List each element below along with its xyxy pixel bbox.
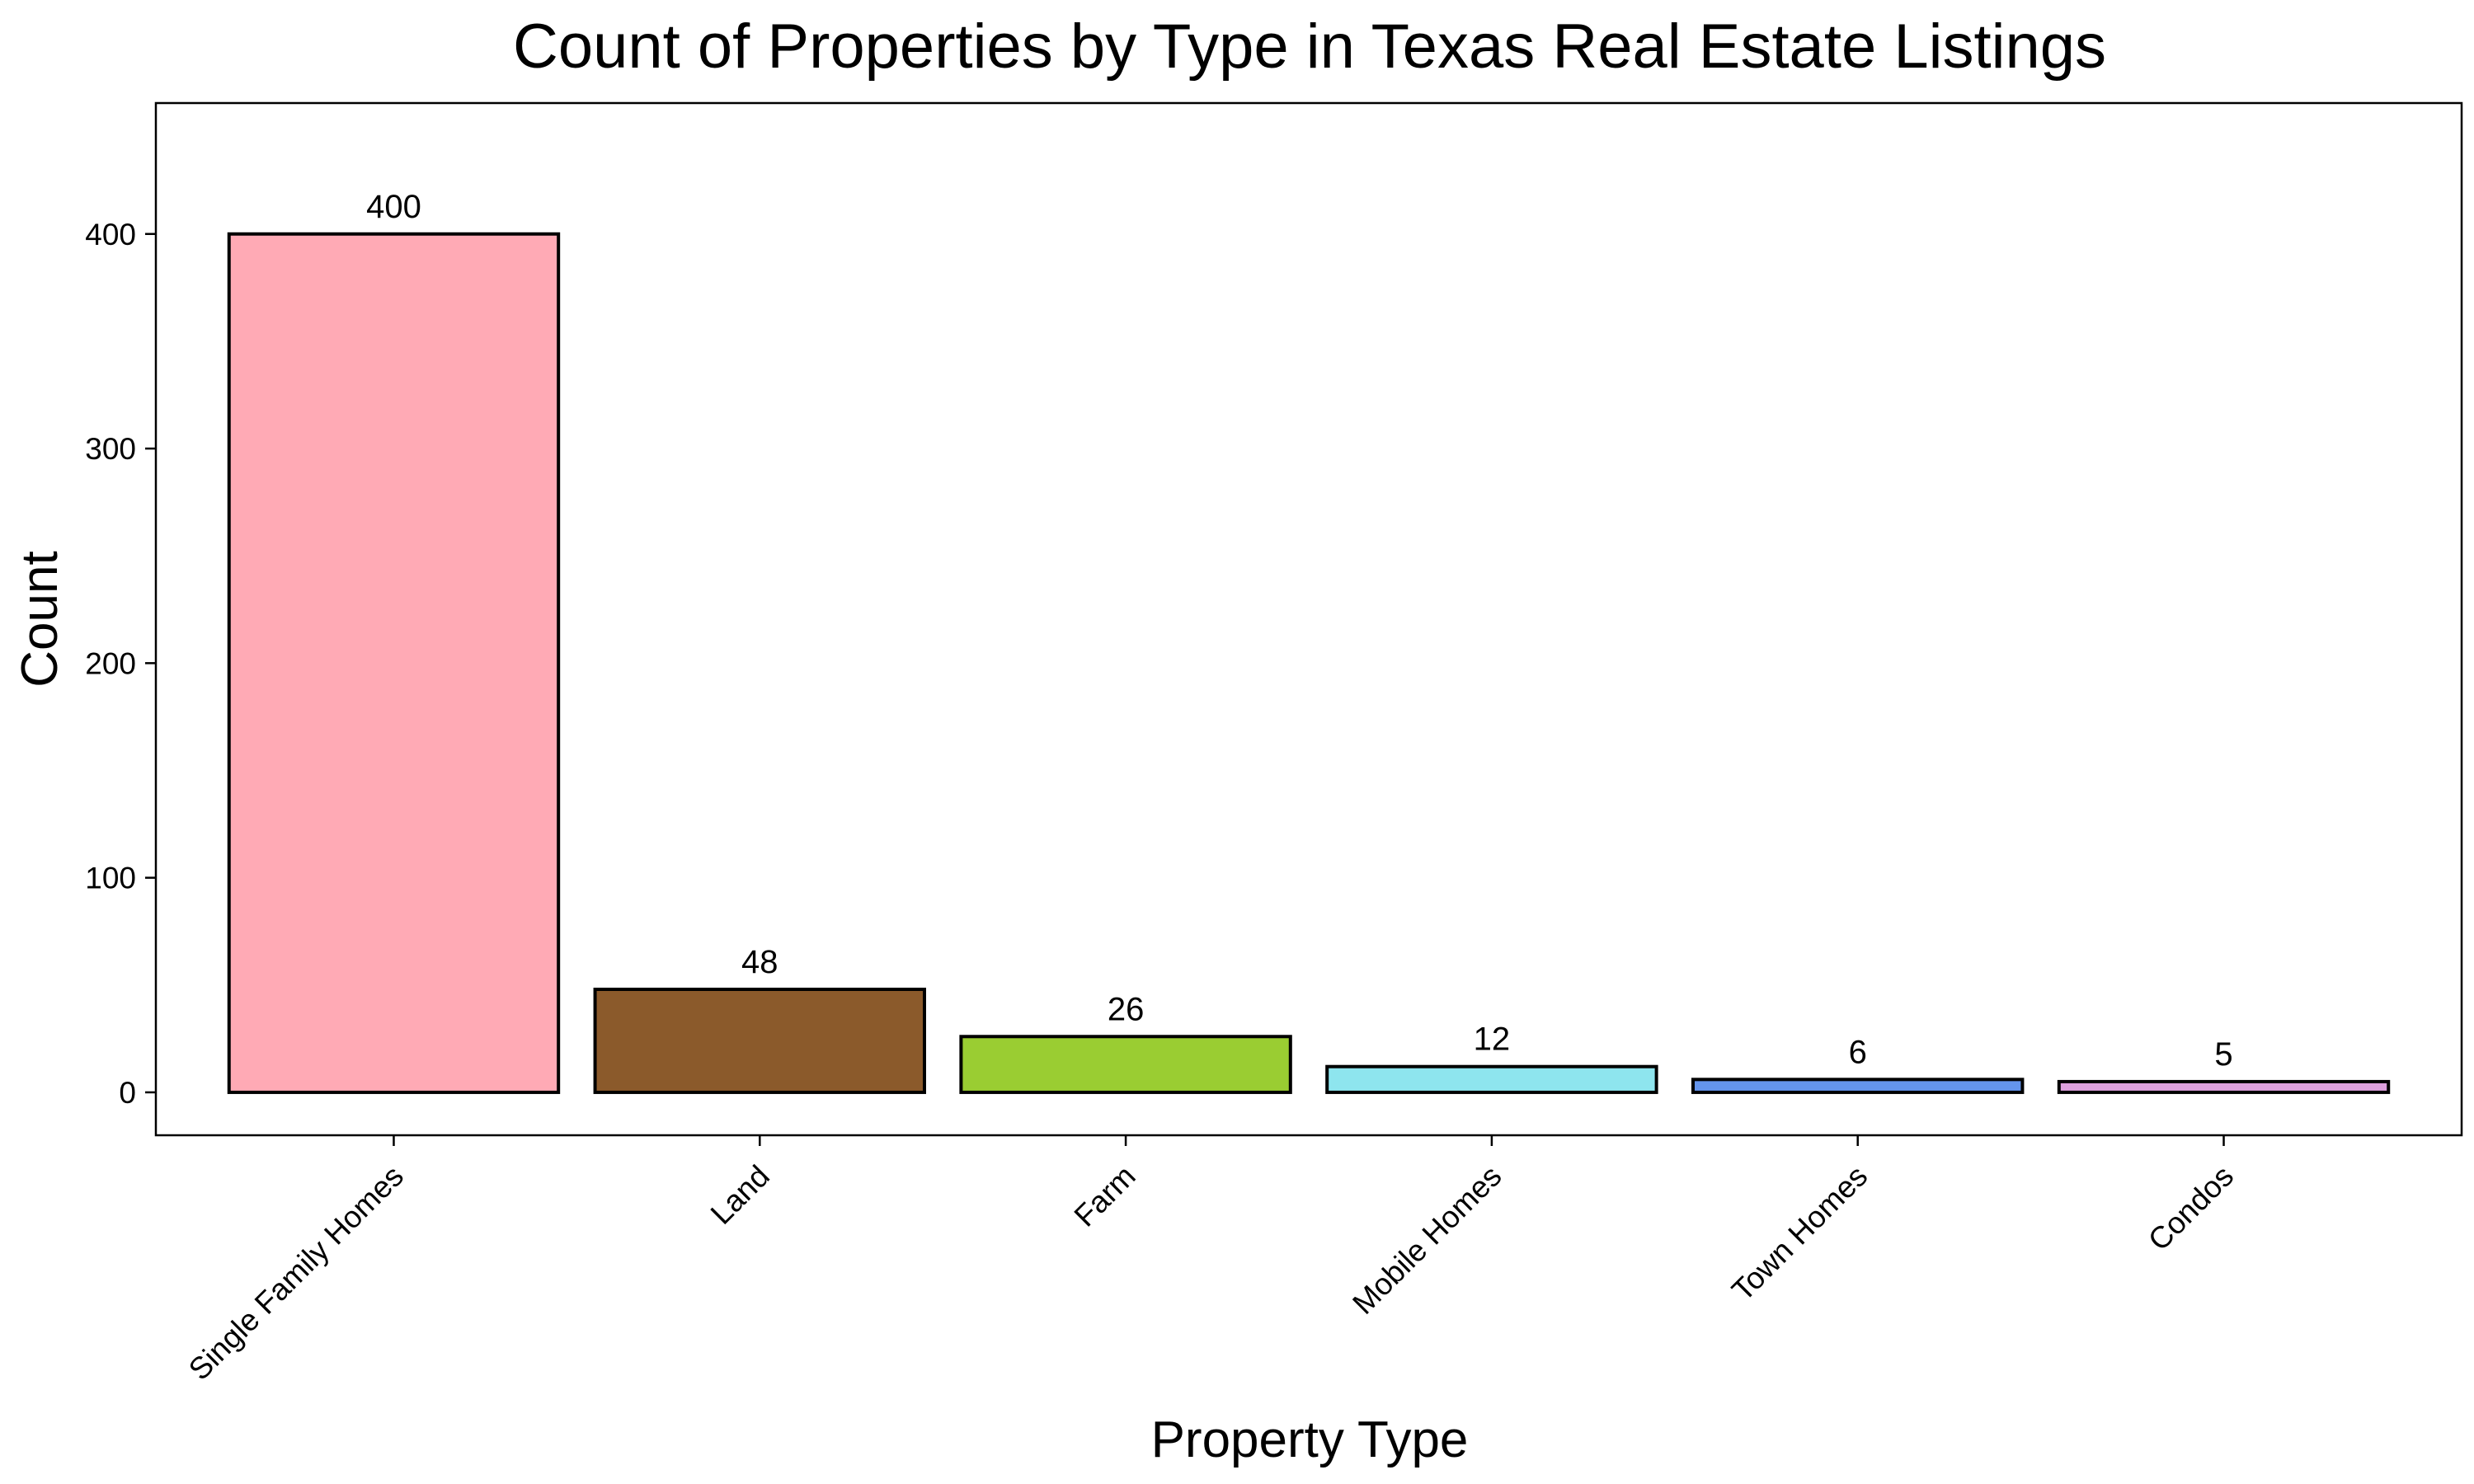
data-label: 6 [1849, 1034, 1867, 1070]
y-tick-label: 0 [119, 1076, 136, 1110]
y-tick-label: 400 [85, 218, 136, 251]
data-label: 48 [741, 944, 778, 980]
data-label: 26 [1108, 991, 1145, 1027]
y-axis-title: Count [12, 551, 68, 687]
chart-title: Count of Properties by Type in Texas Rea… [513, 12, 2106, 82]
y-axis: 0 100 200 300 400 [85, 218, 156, 1110]
bar-single-family-homes [227, 232, 561, 1094]
y-tick-label: 100 [85, 862, 136, 895]
x-axis-title: Property Type [1151, 1411, 1469, 1468]
plot-panel-border [154, 101, 2463, 1137]
data-label: 400 [366, 189, 421, 225]
bar-mobile-homes [1325, 1064, 1658, 1094]
data-label: 12 [1474, 1021, 1511, 1058]
y-tick-label: 300 [85, 432, 136, 466]
y-tick-label: 200 [85, 646, 136, 680]
data-labels-layer: 400 48 26 12 6 5 [366, 189, 2233, 1073]
bar-land [593, 988, 926, 1094]
bars-layer [227, 232, 2391, 1094]
bar-town-homes [1691, 1078, 2025, 1094]
data-label: 5 [2214, 1036, 2232, 1073]
bar-farm [959, 1035, 1292, 1094]
bar-condos [2057, 1079, 2391, 1094]
